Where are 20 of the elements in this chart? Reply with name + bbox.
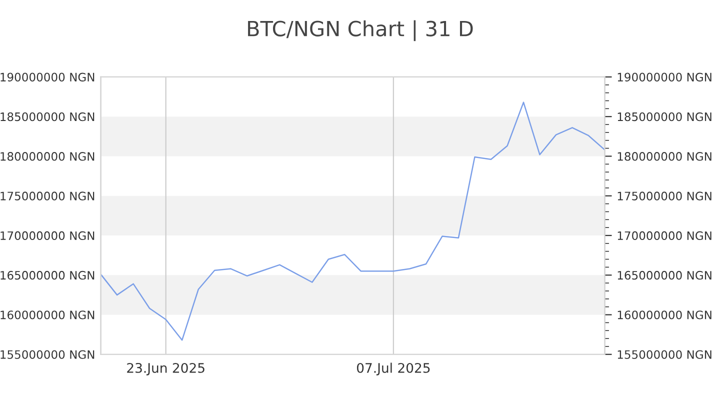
y2-tick-label: 170000000 NGN — [0, 231, 94, 240]
y2-tick-label: 155000000 NGN — [0, 350, 94, 359]
y-tick-label: 155000000 NGN — [618, 350, 712, 359]
y-tick-label: 190000000 NGN — [618, 72, 712, 82]
y-tick-label: 165000000 NGN — [618, 270, 712, 280]
y2-tick-label: 190000000 NGN — [0, 72, 94, 82]
y2-tick-label: 175000000 NGN — [0, 192, 94, 200]
x-tick-label: 23.Jun 2025 — [127, 362, 204, 376]
line-series — [100, 102, 605, 341]
y2-tick-label: 165000000 NGN — [0, 270, 94, 280]
y2-tick-label: 185000000 NGN — [0, 112, 94, 122]
y2-tick-label: 160000000 NGN — [0, 310, 94, 320]
y-tick-label: 160000000 NGN — [618, 310, 712, 320]
y-tick-label: 170000000 NGN — [618, 231, 712, 240]
y-tick-label: 175000000 NGN — [618, 192, 712, 200]
x-tick-label: 07.Jul 2025 — [356, 362, 430, 376]
y2-tick-label: 180000000 NGN — [0, 152, 94, 161]
y-tick-label: 185000000 NGN — [618, 112, 712, 122]
chart-title: BTC/NGN Chart | 31 D — [248, 20, 473, 42]
y-tick-label: 180000000 NGN — [618, 152, 712, 161]
